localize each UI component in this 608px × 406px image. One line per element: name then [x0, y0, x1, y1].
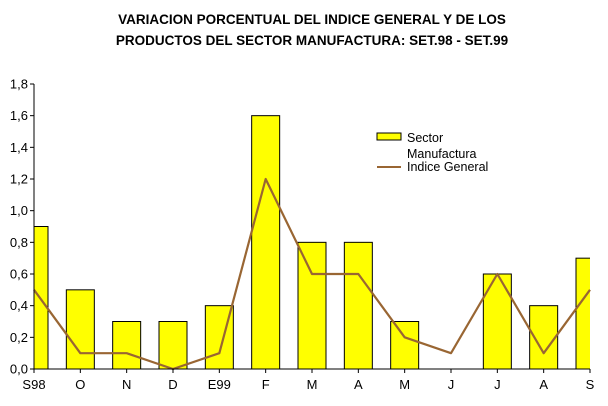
x-tick-label-8: M	[399, 377, 410, 392]
legend-label-sector-line-2: Manufactura	[407, 147, 477, 161]
y-tick-label-2: 0,4	[10, 298, 28, 313]
x-tick-label-12: S	[586, 377, 595, 392]
y-tick-label-1: 0,2	[10, 330, 28, 345]
x-tick-label-9: J	[448, 377, 455, 392]
legend-label-indice-general: Indice General	[407, 160, 488, 174]
bar-3	[158, 321, 188, 369]
x-tick-label-1: O	[75, 377, 85, 392]
legend-swatch-sector-manufactura	[376, 132, 402, 141]
bar-series-sector-manufactura	[34, 115, 590, 369]
bar-2	[112, 321, 142, 369]
x-tick-label-6: M	[307, 377, 318, 392]
y-tick-label-5: 1,0	[10, 203, 28, 218]
bar-6	[297, 241, 327, 369]
y-tick-label-7: 1,4	[10, 140, 28, 155]
x-tick-label-10: J	[494, 377, 501, 392]
legend-label-sector-line-1: Sector	[407, 131, 443, 145]
x-tick-label-7: A	[354, 377, 363, 392]
bar-10	[482, 273, 512, 369]
legend: Sector Manufactura Indice General	[376, 131, 488, 174]
plot-area: 0,0 0,2 0,4 0,6 0,8 1,0 1,2 1,4 1,6 1,8 S98 O N D E99 F…	[10, 77, 595, 393]
bar-12	[575, 257, 590, 369]
y-tick-label-6: 1,2	[10, 172, 28, 187]
x-tick-label-4: E99	[208, 377, 231, 392]
x-tick-label-2: N	[122, 377, 131, 392]
bar-7	[343, 241, 373, 369]
y-tick-label-8: 1,6	[10, 108, 28, 123]
chart-title-line-2: PRODUCTOS DEL SECTOR MANUFACTURA: SET.98…	[116, 33, 508, 48]
y-tick-label-3: 0,6	[10, 267, 28, 282]
bar-5	[251, 115, 281, 369]
y-tick-label-4: 0,8	[10, 235, 28, 250]
bar-8	[390, 321, 420, 369]
x-tick-label-11: A	[539, 377, 548, 392]
line-series-indice-general	[33, 177, 591, 371]
x-tick-label-0: S98	[22, 377, 45, 392]
x-tick-label-5: F	[262, 377, 270, 392]
chart-title-line-1: VARIACION PORCENTUAL DEL INDICE GENERAL …	[118, 12, 506, 27]
y-tick-label-9: 1,8	[10, 77, 28, 92]
y-tick-label-0: 0,0	[10, 362, 28, 377]
x-tick-label-3: D	[168, 377, 177, 392]
bar-1	[65, 289, 95, 369]
